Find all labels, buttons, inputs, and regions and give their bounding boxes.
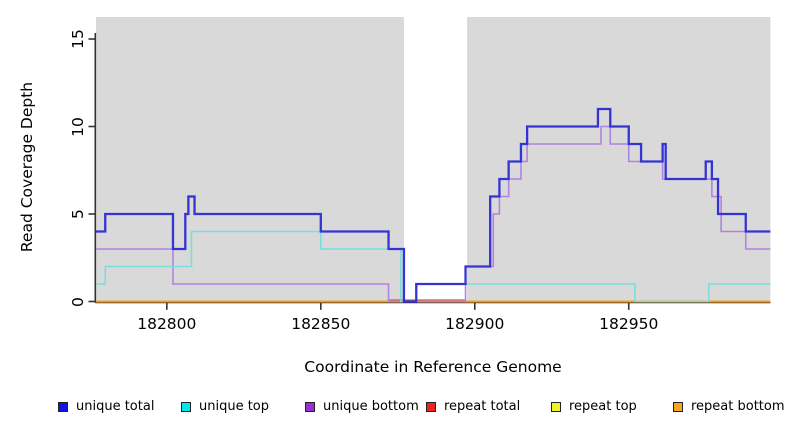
x-tick-label: 182850 [291,315,351,333]
legend-swatch-unique-top [181,402,191,412]
masked-region [403,17,468,303]
legend-label-unique-top: unique top [199,399,270,414]
legend-label-repeat-bottom: repeat bottom [691,399,785,414]
legend-swatch-repeat-total [426,402,436,412]
y-tick-label: 0 [69,296,87,307]
x-tick-label: 182950 [599,315,659,333]
legend-label-unique-bottom: unique bottom [323,399,419,414]
series-line-unique-total [96,107,771,303]
legend-label-repeat-top: repeat top [569,399,637,414]
legend-swatch-repeat-top [551,402,561,412]
x-tick-label: 182900 [445,315,505,333]
series-line-unique-top [96,230,771,303]
x-tick-label: 182800 [137,315,197,333]
legend-label-repeat-total: repeat total [444,399,521,414]
legend-swatch-repeat-bottom [673,402,683,412]
y-tick-label: 10 [69,116,87,137]
legend-swatch-unique-total [58,402,68,412]
y-tick-label: 15 [69,29,87,49]
y-tick-label: 5 [69,209,87,219]
y-axis-title: Read Coverage Depth [18,81,36,253]
legend-swatch-unique-bottom [305,402,315,412]
x-axis-title: Coordinate in Reference Genome [304,358,562,376]
series-line-unique-bottom [96,125,771,303]
legend-label-unique-total: unique total [76,399,155,414]
